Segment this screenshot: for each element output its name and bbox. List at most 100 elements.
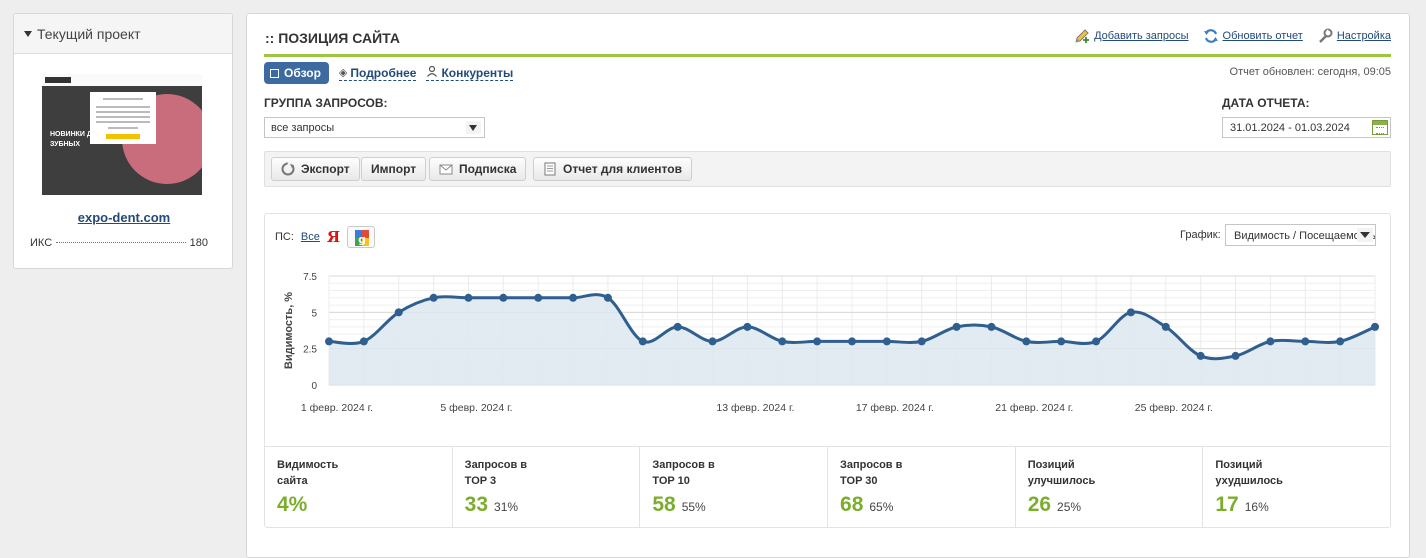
- stat-percent: 55%: [681, 500, 706, 514]
- client-report-button[interactable]: Отчет для клиентов: [533, 157, 692, 181]
- site-thumbnail[interactable]: НОВИНКИ ДЛЯ ЗУБНЫХ: [42, 74, 202, 195]
- data-point: [987, 322, 996, 331]
- export-icon: [281, 161, 295, 176]
- tab-competitors[interactable]: Конкуренты: [426, 65, 514, 81]
- iks-label: ИКС: [30, 237, 53, 249]
- data-point: [848, 337, 856, 346]
- thumbnail-popup: [90, 92, 156, 144]
- stat-value: 4%: [277, 493, 308, 516]
- refresh-icon: [1203, 28, 1219, 44]
- iks-row: ИКС 180: [30, 237, 208, 249]
- caret-down-icon: [24, 30, 32, 37]
- y-tick-label: 0: [311, 381, 317, 392]
- tab-overview[interactable]: Обзор: [264, 62, 329, 84]
- data-point: [952, 322, 961, 331]
- wrench-icon: [1317, 28, 1333, 44]
- stat-label: Позиций улучшилось: [1027, 459, 1096, 487]
- y-tick-label: 7.5: [303, 272, 317, 283]
- header-divider: [264, 54, 1391, 57]
- overview-icon: [270, 68, 279, 78]
- data-point: [1126, 308, 1135, 317]
- stat-value: 26: [1027, 493, 1052, 516]
- document-icon: [543, 162, 557, 176]
- stat-value: 68: [840, 493, 864, 516]
- stat-label: Запросов в TOP 30: [840, 459, 903, 487]
- stat-worsened: Позиций ухудшилось 17 16%: [1202, 447, 1390, 528]
- report-date-label: ДАТА ОТЧЕТА:: [1222, 96, 1310, 110]
- subscription-button[interactable]: Подписка: [429, 157, 527, 181]
- current-project-title: Текущий проект: [37, 25, 141, 42]
- stat-improved: Позиций улучшилось 26 25%: [1014, 447, 1203, 528]
- stats-row: Видимость сайта 4% Запросов в TOP 3 33 31…: [265, 446, 1390, 528]
- thumbnail-text: НОВИНКИ ДЛЯ ЗУБНЫХ: [50, 131, 102, 148]
- update-report-link[interactable]: Обновить отчет: [1203, 28, 1303, 44]
- svg-text:g: g: [358, 233, 366, 246]
- data-point: [499, 293, 508, 302]
- stat-top3: Запросов в TOP 3 33 31%: [451, 447, 640, 528]
- chevron-down-icon: [1357, 228, 1373, 242]
- chart-panel: 0 2.5 5 7.5 1 февр. 2024 г. 5 февр. 2024 г. 13…: [264, 213, 1391, 528]
- query-group-select[interactable]: все запросы: [264, 117, 485, 138]
- visibility-area: [329, 294, 1375, 385]
- calendar-icon[interactable]: [1372, 120, 1388, 135]
- google-icon[interactable]: g: [347, 226, 376, 248]
- data-point: [1161, 322, 1170, 331]
- stat-top30: Запросов в TOP 30 68 65%: [827, 447, 1015, 528]
- data-point: [638, 337, 647, 346]
- x-tick-label: 13 февр. 2024 г.: [716, 402, 794, 414]
- data-point: [882, 337, 891, 346]
- envelope-icon: [439, 162, 453, 176]
- data-point: [359, 337, 368, 346]
- stat-label: Запросов в TOP 10: [652, 459, 715, 487]
- data-point: [534, 293, 543, 302]
- data-point: [1231, 351, 1240, 360]
- data-point: [464, 293, 473, 302]
- x-tick-label: 21 февр. 2024 г.: [995, 402, 1073, 414]
- data-point: [603, 293, 612, 302]
- stat-value: 58: [652, 493, 676, 516]
- x-tick-label: 1 февр. 2024 г.: [301, 402, 373, 414]
- stat-visibility: Видимость сайта 4%: [265, 447, 452, 528]
- report-toolbar: Экспорт Импорт Подписка Отчет для клиент…: [264, 151, 1391, 187]
- engine-all-link[interactable]: Все: [300, 231, 320, 243]
- stat-percent: 31%: [494, 500, 519, 514]
- x-tick-label: 5 февр. 2024 г.: [440, 402, 512, 414]
- export-button[interactable]: Экспорт: [271, 157, 360, 181]
- data-point: [673, 322, 682, 331]
- yandex-icon[interactable]: Я: [326, 228, 341, 246]
- y-tick-label: 2.5: [303, 345, 317, 356]
- visibility-chart: 0 2.5 5 7.5 1 февр. 2024 г. 5 февр. 2024 г. 13…: [283, 272, 1379, 414]
- data-point: [778, 337, 787, 346]
- search-engine-label: ПС:: [275, 231, 294, 243]
- data-point: [1092, 337, 1101, 346]
- project-site-link[interactable]: expo-dent.com: [77, 210, 171, 225]
- stat-label: Позиций ухудшилось: [1215, 459, 1283, 487]
- data-point: [569, 293, 578, 302]
- report-date-field[interactable]: 31.01.2024 - 01.03.2024: [1222, 117, 1391, 138]
- x-tick-label: 17 февр. 2024 г.: [856, 402, 934, 414]
- graph-type-select[interactable]: Видимость / Посещаемость: [1225, 224, 1376, 246]
- stat-top10: Запросов в TOP 10 58 55%: [639, 447, 827, 528]
- data-point: [917, 337, 926, 346]
- tab-details[interactable]: ◈ Подробнее: [338, 65, 417, 81]
- graph-type-label: График:: [1180, 229, 1221, 241]
- chevron-down-icon: [466, 121, 481, 134]
- stat-percent: 16%: [1244, 500, 1269, 514]
- site-position-panel: :: ПОЗИЦИЯ САЙТА Добавить запросы Обнови…: [246, 13, 1410, 558]
- stat-percent: 25%: [1057, 500, 1082, 514]
- data-point: [708, 337, 717, 346]
- pencil-plus-icon: [1074, 28, 1090, 44]
- add-queries-link[interactable]: Добавить запросы: [1074, 28, 1189, 44]
- query-group-label: ГРУППА ЗАПРОСОВ:: [264, 96, 388, 110]
- stat-label: Видимость сайта: [277, 459, 339, 487]
- data-point: [1336, 337, 1345, 346]
- import-button[interactable]: Импорт: [361, 157, 427, 181]
- data-point: [1196, 351, 1205, 360]
- settings-link[interactable]: Настройка: [1317, 28, 1391, 44]
- search-engine-filter: ПС: Все Я g: [275, 226, 376, 248]
- data-point: [1057, 337, 1066, 346]
- data-point: [1022, 337, 1031, 346]
- current-project-header[interactable]: Текущий проект: [14, 14, 232, 54]
- data-point: [394, 308, 403, 317]
- iks-value: 180: [189, 237, 208, 249]
